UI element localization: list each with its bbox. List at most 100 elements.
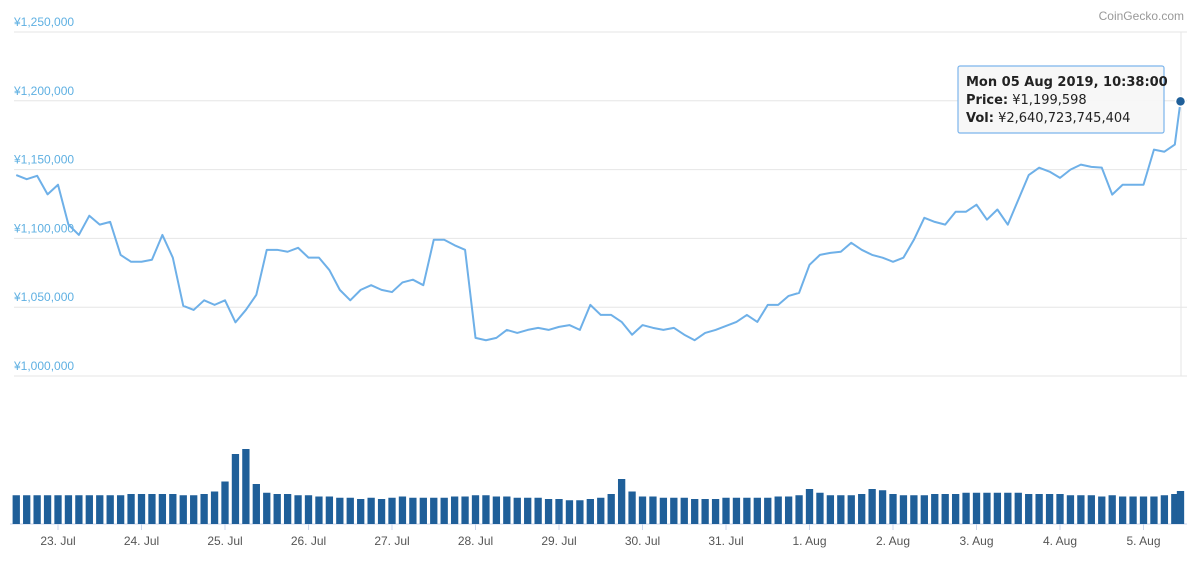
volume-bar <box>1066 495 1075 524</box>
volume-bar <box>96 495 104 524</box>
volume-bar <box>231 454 240 524</box>
x-tick-label: 1. Aug <box>792 534 826 548</box>
volume-bar <box>471 495 480 524</box>
volume-bar <box>116 495 125 524</box>
volume-bar <box>1160 495 1169 524</box>
x-tick-label: 31. Jul <box>708 534 743 548</box>
volume-bar <box>450 496 459 524</box>
tooltip-price-value: ¥1,199,598 <box>1012 93 1086 108</box>
y-tick-label: ¥1,200,000 <box>13 84 74 98</box>
volume-bar <box>23 495 31 524</box>
x-tick-label: 29. Jul <box>541 534 576 548</box>
volume-bar <box>972 492 981 524</box>
volume-bar <box>1014 492 1022 524</box>
volume-bar <box>75 495 83 524</box>
volume-bar <box>64 495 73 524</box>
volume-bar <box>1139 496 1148 524</box>
volume-bar <box>1025 494 1033 524</box>
volume-bar <box>1150 496 1158 524</box>
volume-bar <box>377 499 386 524</box>
volume-bar <box>784 496 793 524</box>
volume-bar <box>419 497 427 524</box>
y-tick-label: ¥1,250,000 <box>13 15 74 29</box>
volume-bar <box>315 496 323 524</box>
volume-bar <box>1077 495 1085 524</box>
volume-bar <box>304 495 313 524</box>
price-line <box>15 101 1182 342</box>
volume-bar <box>294 495 302 524</box>
volume-bar <box>711 499 720 524</box>
volume-bar <box>242 449 250 524</box>
volume-bar <box>1087 495 1095 524</box>
volume-bar <box>409 497 417 524</box>
volume-bar <box>586 499 594 524</box>
volume-bar <box>628 491 636 524</box>
y-tick-label: ¥1,050,000 <box>13 290 74 304</box>
volume-bar <box>837 495 845 524</box>
tooltip-price: Price: ¥1,199,598 <box>966 93 1087 108</box>
volume-bar <box>680 497 688 524</box>
volume-bar <box>1176 490 1185 524</box>
volume-bar <box>1108 495 1116 524</box>
volume-bar <box>200 494 208 524</box>
tooltip-vol-value: ¥2,640,723,745,404 <box>998 111 1130 126</box>
volume-bar <box>12 495 20 524</box>
volume-bar <box>597 497 605 524</box>
volume-bar <box>524 497 532 524</box>
volume-bar <box>764 497 772 524</box>
x-tick-label: 23. Jul <box>40 534 75 548</box>
volume-bar <box>649 496 657 524</box>
volume-bar <box>691 499 699 524</box>
x-tick-label: 25. Jul <box>207 534 242 548</box>
volume-bar <box>607 494 615 524</box>
volume-bar <box>805 489 814 524</box>
volume-bar <box>701 499 709 524</box>
tooltip-price-label: Price: <box>966 93 1008 108</box>
volume-bar <box>190 495 198 524</box>
volume-bar <box>273 494 281 524</box>
volume-bar <box>54 495 62 524</box>
volume-bar <box>210 491 219 524</box>
volume-bar <box>816 492 824 524</box>
volume-bar <box>1056 494 1064 524</box>
volume-bar <box>252 484 260 524</box>
volume-bar <box>617 479 626 524</box>
volume-bar <box>503 496 511 524</box>
x-tick-label: 28. Jul <box>458 534 493 548</box>
volume-bar <box>847 495 855 524</box>
volume-bar <box>263 492 271 524</box>
volume-bar <box>774 496 782 524</box>
volume-bar <box>576 500 584 524</box>
x-tick-label: 2. Aug <box>876 534 910 548</box>
x-tick-label: 4. Aug <box>1043 534 1077 548</box>
volume-bar <box>722 497 730 524</box>
volume-bar <box>795 495 803 524</box>
volume-bar <box>398 496 407 524</box>
volume-bar <box>283 494 292 524</box>
volume-bar <box>513 497 521 524</box>
x-tick-label: 26. Jul <box>291 534 326 548</box>
volume-bars <box>12 449 1185 524</box>
volume-bar <box>951 494 960 524</box>
volume-bar <box>983 492 991 524</box>
volume-bar <box>33 495 41 524</box>
volume-bar <box>1129 496 1137 524</box>
volume-bar <box>158 494 167 524</box>
volume-bar <box>148 494 156 524</box>
volume-bar <box>910 495 918 524</box>
volume-bar <box>931 494 939 524</box>
volume-bar <box>1004 492 1012 524</box>
volume-bar <box>753 497 761 524</box>
volume-bar <box>346 497 354 524</box>
volume-bar <box>555 499 563 524</box>
volume-bar <box>638 496 647 524</box>
volume-bar <box>1035 494 1043 524</box>
volume-bar <box>357 499 365 524</box>
volume-bar <box>868 489 876 524</box>
volume-bar <box>179 495 187 524</box>
volume-bar <box>388 497 396 524</box>
volume-bar <box>482 495 490 524</box>
volume-bar <box>106 495 114 524</box>
volume-bar <box>534 497 542 524</box>
volume-bar <box>732 497 741 524</box>
